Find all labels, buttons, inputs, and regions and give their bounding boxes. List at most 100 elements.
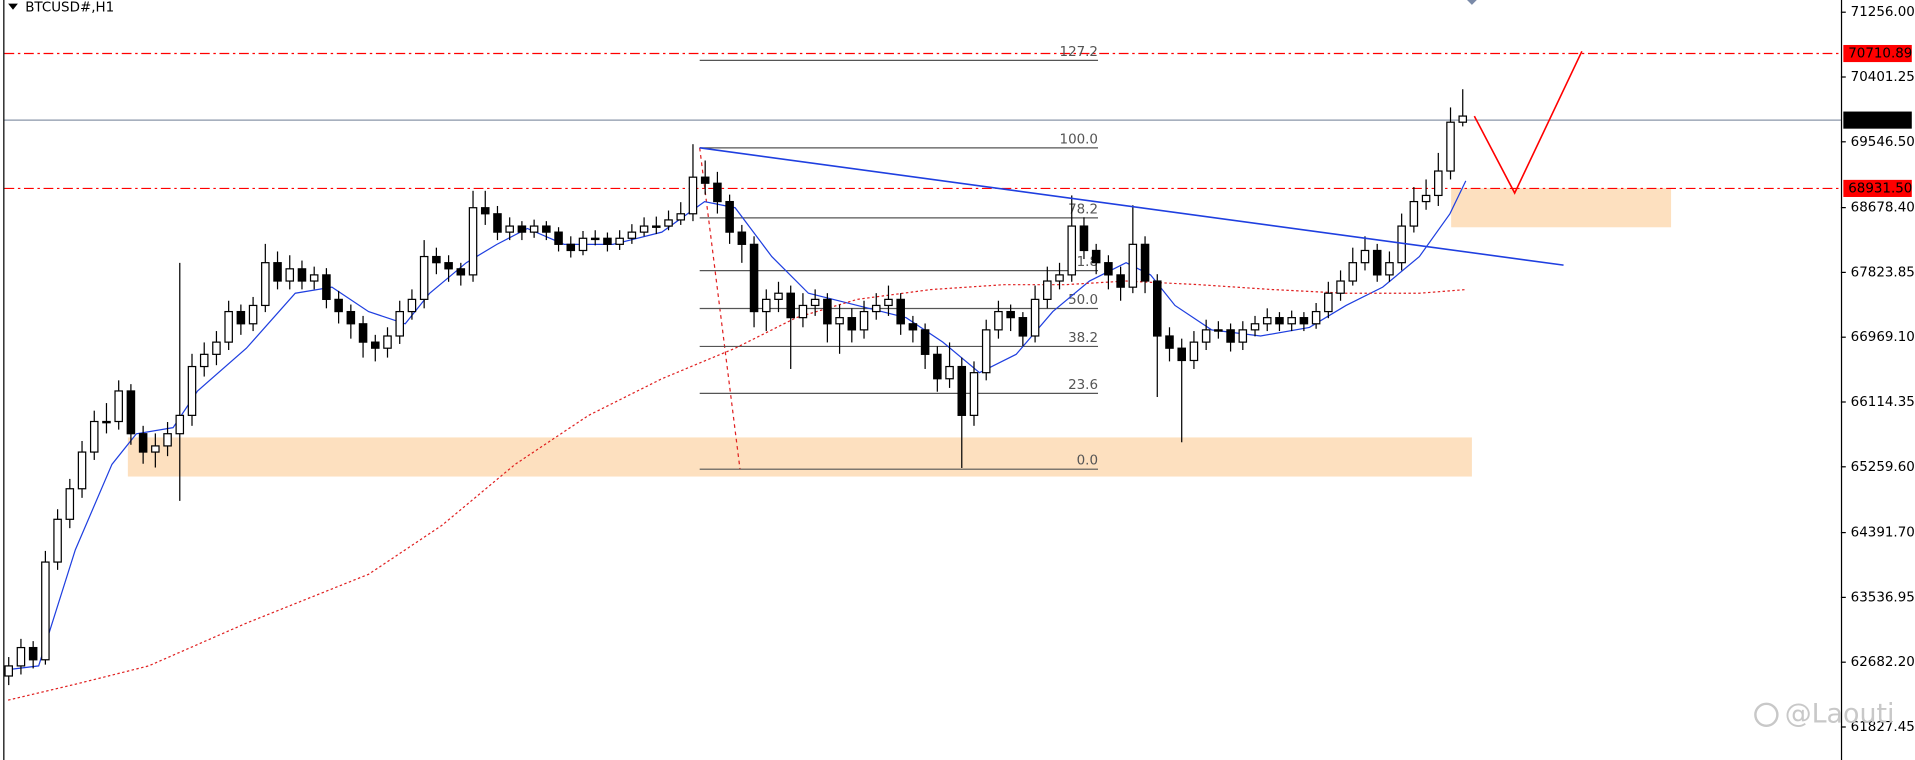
candle-body [627,231,637,239]
candle-body [1238,329,1248,343]
candle-body [53,518,62,563]
candle-body [774,292,783,300]
fib-label: 127.2 [1060,45,1098,60]
menu-triangle [8,3,18,10]
candle-body [603,237,612,245]
candle-body [371,341,380,349]
candle-body [1214,329,1223,332]
candle-body [835,317,844,325]
candle-body [1140,243,1150,282]
fib-label: 38.2 [1068,331,1098,346]
candle-body [969,372,979,416]
candle-body [957,365,967,416]
candle-body [529,225,539,233]
candle-body [41,561,50,661]
fib-label: 78.2 [1068,202,1098,217]
price-label: 68931.50 [1848,181,1912,196]
candle-body [16,646,26,667]
candle-body [1104,262,1113,276]
candle-body [493,213,502,233]
candle-body [1434,170,1443,197]
candle-body [1287,317,1296,325]
y-tick-label: 67823.85 [1851,265,1915,280]
candle-body [871,304,881,313]
candle-body [163,433,172,447]
candle-body [383,335,392,349]
candle-body [981,329,991,374]
candle-body [896,298,905,325]
candle-body [725,200,734,233]
candle-body [1128,243,1138,288]
candle-body [749,243,759,313]
fib-label: 50.0 [1068,293,1098,308]
candle-body [334,298,343,313]
y-tick-label: 62682.20 [1851,655,1915,670]
candle-body [590,237,600,241]
candle-body [517,225,527,233]
candle-body [1043,280,1052,300]
candle-body [664,219,673,227]
candle-body [1201,329,1211,343]
candle-body [847,317,857,331]
price-label: 70710.89 [1848,47,1912,62]
candle-body [945,365,954,380]
y-tick-label: 63536.95 [1851,590,1915,605]
candle-body [1177,347,1186,362]
candle-body [1165,335,1174,349]
candles [4,89,1468,686]
price-axis: 71256.00 70401.25 69546.50 68678.40 67823.85… [1840,5,1915,735]
candle-body [566,243,576,252]
candle-body [1397,225,1406,264]
y-tick-label: 70401.25 [1851,70,1915,85]
candle-body [175,414,185,435]
trendline [1473,50,1583,195]
fib-label: 100.0 [1060,132,1098,147]
candle-body [859,310,869,331]
candle-body [554,231,563,245]
zones [127,188,1672,477]
candle-body [1226,329,1235,343]
candle-body [1250,323,1260,331]
candle-body [432,255,441,264]
candle-body [1324,292,1333,313]
candle-body [762,298,771,313]
candle-body [884,298,893,307]
y-tick-label: 61827.45 [1851,720,1915,735]
candle-body [4,665,13,677]
candle-body [1079,225,1089,252]
moving-average [7,280,1466,701]
candle-body [309,274,319,282]
candle-body [1275,317,1284,325]
candle-body [444,262,453,270]
candle-body [273,262,282,282]
candle-body [1091,249,1101,264]
candle-body [468,207,478,276]
candle-body [1006,310,1015,319]
candle-body [346,310,356,325]
candle-body [261,262,270,307]
y-tick-label: 64391.70 [1851,526,1915,541]
candle-body [505,225,514,233]
candle-body [407,298,417,313]
candle-body [1055,274,1064,282]
candle-body [1299,317,1309,325]
candle-body [786,292,795,319]
candle-body [480,207,490,215]
fib-label: 23.6 [1068,378,1098,393]
candle-body [933,353,942,380]
candle-body [542,225,551,233]
zone [127,437,1472,477]
watermark-icon [1754,702,1779,728]
candle-body [77,451,87,490]
candle-body [737,231,747,245]
candle-body [114,390,123,423]
candle-body [713,182,722,203]
candle-body [1262,317,1272,325]
candle-body [700,176,710,184]
candle-body [639,225,649,233]
candle-body [920,329,930,355]
candle-body [798,304,808,319]
candle-body [89,420,99,453]
price-label-box [1843,111,1912,129]
